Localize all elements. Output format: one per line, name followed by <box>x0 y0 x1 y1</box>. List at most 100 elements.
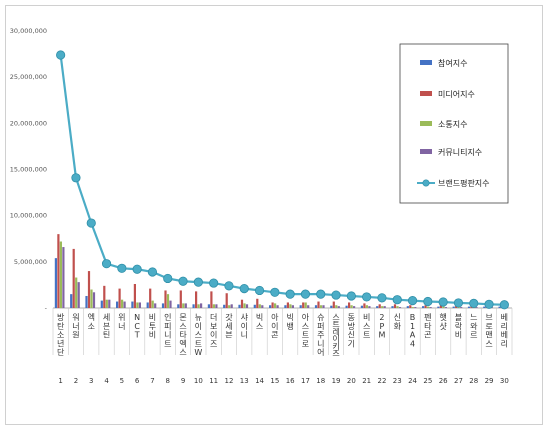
y-tick-label: 20,000,000 <box>10 119 47 127</box>
legend-swatch <box>420 60 432 65</box>
bar-2 <box>136 302 139 308</box>
line-point <box>392 295 402 305</box>
bar-0 <box>498 306 501 308</box>
bar-1 <box>409 305 412 308</box>
line-point <box>499 300 509 310</box>
y-tick-label: 15,000,000 <box>10 166 47 174</box>
y-tick-label: 5,000,000 <box>14 258 47 266</box>
rank-label: 19 <box>332 377 341 385</box>
bar-2 <box>411 307 414 308</box>
rank-label: 17 <box>301 377 310 385</box>
bar-0 <box>376 306 379 308</box>
legend-swatch <box>420 149 432 154</box>
bar-0 <box>406 306 409 308</box>
rank-label: 10 <box>194 377 203 385</box>
bar-3 <box>475 307 478 308</box>
rank-label: 23 <box>393 377 402 385</box>
line-point <box>316 289 326 299</box>
legend-label: 소통지수 <box>438 120 467 129</box>
rank-label: 9 <box>181 377 185 385</box>
line-point <box>254 285 265 296</box>
bar-2 <box>457 307 460 308</box>
rank-label: 11 <box>209 377 218 385</box>
line-point <box>423 296 433 307</box>
rank-label: 28 <box>469 377 478 385</box>
bar-2 <box>151 300 154 308</box>
y-tick-label: 25,000,000 <box>10 73 47 81</box>
bar-2 <box>381 306 384 308</box>
bar-2 <box>182 303 185 308</box>
rank-label: 21 <box>362 377 371 385</box>
rank-label: 24 <box>408 377 417 385</box>
bar-3 <box>108 299 111 308</box>
rank-label: 26 <box>439 377 448 385</box>
rank-label: 12 <box>224 377 233 385</box>
line-point <box>193 277 203 287</box>
rank-label: 7 <box>150 377 154 385</box>
line-point <box>224 281 234 291</box>
bar-1 <box>348 302 351 308</box>
bar-1 <box>286 302 289 308</box>
bar-2 <box>90 289 93 308</box>
bar-0 <box>422 306 425 308</box>
line-point <box>407 296 418 306</box>
legend-label: 참여지수 <box>438 58 467 68</box>
line-point <box>484 299 494 309</box>
line-point <box>469 298 479 308</box>
bar-0 <box>330 305 333 308</box>
bar-3 <box>353 306 356 308</box>
rank-label: 13 <box>240 377 249 385</box>
line-point <box>270 287 280 297</box>
line-point <box>346 291 356 301</box>
bar-2 <box>228 305 231 308</box>
bar-2 <box>442 306 445 308</box>
y-tick-label: - <box>45 304 48 312</box>
legend-box <box>399 43 509 204</box>
rank-label: 14 <box>255 377 264 385</box>
bar-0 <box>116 301 119 308</box>
rank-label: 30 <box>500 377 509 385</box>
line-point <box>453 298 464 308</box>
bar-1 <box>133 283 136 308</box>
bar-0 <box>467 306 471 308</box>
bar-3 <box>200 303 203 308</box>
bar-1 <box>87 271 91 308</box>
bar-1 <box>363 303 366 308</box>
bar-3 <box>154 303 157 308</box>
bar-3 <box>307 305 310 308</box>
line-point <box>101 259 112 269</box>
y-tick-label: 30,000,000 <box>10 27 47 35</box>
rank-label: 25 <box>423 377 432 385</box>
bar-0 <box>70 294 73 308</box>
bar-3 <box>383 306 386 308</box>
rank-label: 29 <box>485 377 494 385</box>
bar-1 <box>424 305 427 308</box>
bar-2 <box>427 306 430 308</box>
bar-2 <box>75 277 78 308</box>
bar-1 <box>317 301 320 308</box>
legend-swatch <box>420 91 432 96</box>
bar-1 <box>118 288 121 308</box>
bar-2 <box>212 304 215 308</box>
bar-1 <box>179 290 182 308</box>
bar-1 <box>103 285 106 308</box>
bar-2 <box>105 299 108 308</box>
bar-1 <box>164 290 167 308</box>
bar-0 <box>284 305 287 308</box>
line-point <box>117 263 127 273</box>
bar-1 <box>378 304 381 308</box>
bar-1 <box>271 302 274 308</box>
